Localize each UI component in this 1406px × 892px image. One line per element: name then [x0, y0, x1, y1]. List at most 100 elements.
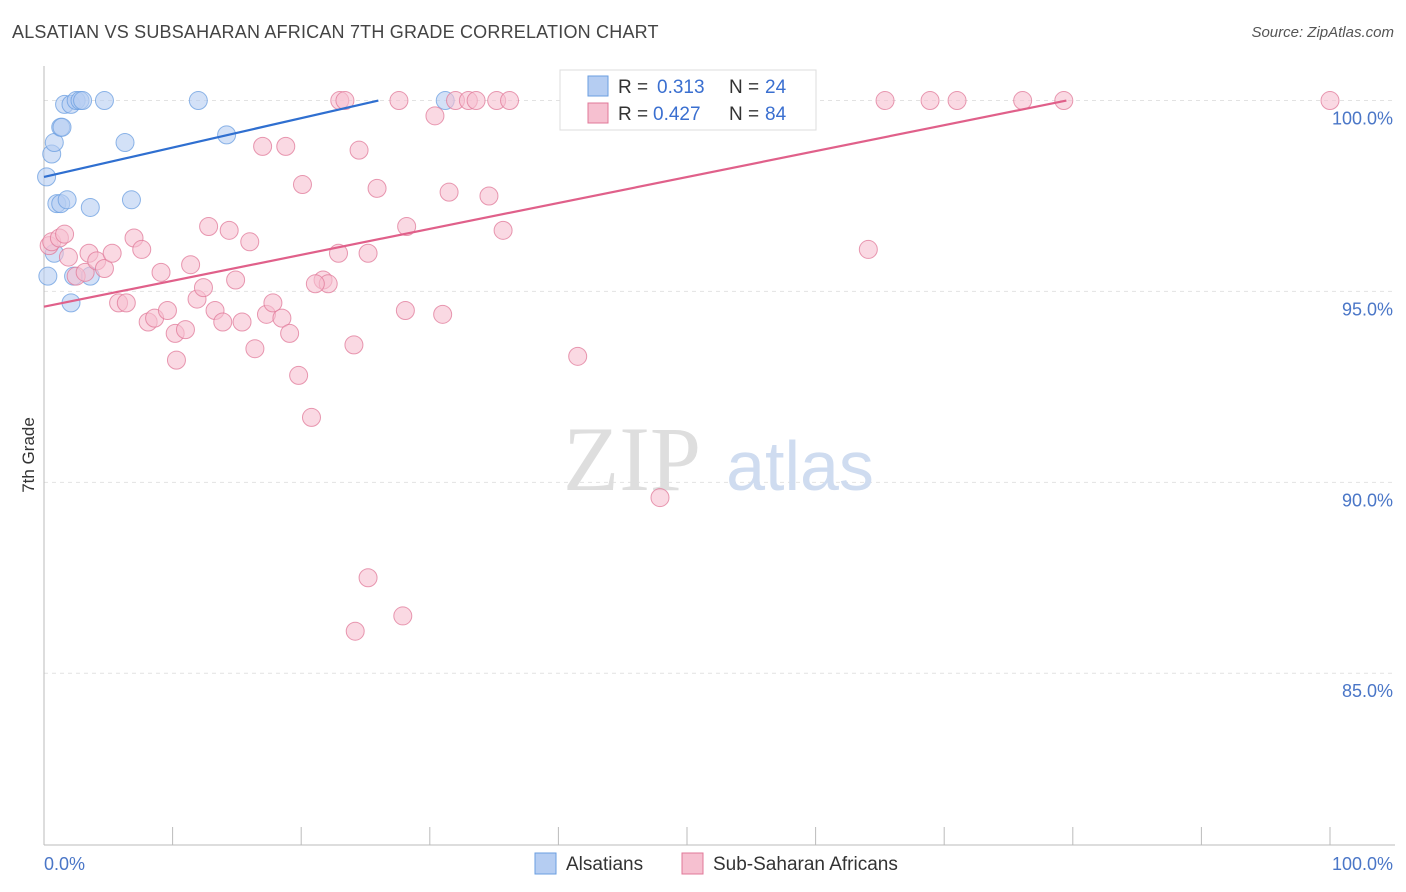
r-label-alsatians: R = — [618, 77, 648, 98]
point-1-9 — [94, 259, 114, 279]
point-1-31 — [240, 232, 260, 252]
point-1-53 — [395, 301, 415, 321]
point-1-51 — [389, 91, 409, 111]
point-1-74 — [1013, 91, 1033, 111]
point-1-38 — [280, 323, 300, 343]
n-label-subsaharan: N = — [729, 104, 759, 125]
point-1-27 — [213, 312, 233, 332]
watermark: ZIP atlas — [563, 408, 874, 510]
point-1-20 — [166, 350, 186, 370]
y-tick-label-2: 90.0% — [1342, 490, 1393, 510]
series-0-points — [37, 91, 455, 313]
point-1-29 — [226, 270, 246, 290]
x-tick-label-1: 100.0% — [1332, 854, 1393, 874]
point-0-10 — [94, 91, 114, 111]
point-1-54 — [425, 106, 445, 126]
watermark-atlas: atlas — [726, 427, 874, 505]
series-legend: Alsatians Sub-Saharan Africans — [534, 852, 898, 875]
y-tick-label-1: 95.0% — [1342, 299, 1393, 319]
legend-label-subsaharan: Sub-Saharan Africans — [713, 854, 898, 875]
y-tick-label-3: 85.0% — [1342, 681, 1393, 701]
x-tick-labels: 0.0% 100.0% — [44, 854, 1393, 874]
r-value-alsatians: 0.313 — [657, 77, 705, 98]
point-0-15 — [115, 133, 135, 153]
source-label: Source: ZipAtlas.com — [1251, 24, 1394, 41]
point-1-62 — [493, 220, 513, 240]
point-0-20 — [121, 190, 141, 210]
point-1-36 — [272, 308, 292, 328]
r-label-subsaharan: R = — [618, 104, 648, 125]
point-1-35 — [263, 293, 283, 313]
point-1-59 — [466, 91, 486, 111]
legend-label-alsatians: Alsatians — [566, 854, 643, 875]
point-1-73 — [947, 91, 967, 111]
stats-legend: R = 0.313 N = 24 R = 0.427 N = 84 — [559, 69, 817, 131]
point-0-18 — [57, 190, 77, 210]
point-1-41 — [301, 407, 321, 427]
y-tick-labels: 100.0% 95.0% 90.0% 85.0% — [1332, 109, 1393, 702]
point-1-81 — [345, 621, 365, 641]
point-0-19 — [80, 197, 100, 217]
point-1-32 — [245, 339, 265, 359]
y-axis-label: 7th Grade — [19, 417, 38, 493]
stats-legend-swatch-alsatians — [587, 75, 609, 97]
point-1-80 — [358, 568, 378, 588]
axes — [43, 66, 1395, 846]
point-1-24 — [193, 278, 213, 298]
point-1-79 — [650, 488, 670, 508]
stats-legend-swatch-subsaharan — [587, 102, 609, 124]
data-points — [37, 91, 1340, 641]
point-1-46 — [335, 91, 355, 111]
point-1-33 — [253, 136, 273, 156]
point-1-72 — [920, 91, 940, 111]
point-1-30 — [232, 312, 252, 332]
point-1-47 — [344, 335, 364, 355]
point-1-49 — [358, 243, 378, 263]
gridlines — [44, 100, 1395, 674]
n-label-alsatians: N = — [729, 77, 759, 98]
point-1-63 — [500, 91, 520, 111]
point-1-50 — [367, 178, 387, 198]
point-1-12 — [116, 293, 136, 313]
r-value-subsaharan: 0.427 — [653, 104, 701, 125]
point-1-21 — [175, 320, 195, 340]
y-tick-label-0: 100.0% — [1332, 109, 1393, 129]
point-1-55 — [433, 304, 453, 324]
point-1-18 — [157, 301, 177, 321]
legend-swatch-alsatians — [534, 852, 557, 875]
point-1-17 — [151, 262, 171, 282]
point-1-4 — [58, 247, 78, 267]
point-1-3 — [55, 224, 75, 244]
series-1-points — [39, 91, 1340, 641]
point-1-28 — [219, 220, 239, 240]
point-0-0 — [38, 266, 58, 286]
point-1-78 — [858, 239, 878, 259]
legend-swatch-subsaharan — [681, 852, 704, 875]
point-1-37 — [276, 136, 296, 156]
point-1-77 — [568, 346, 588, 366]
point-1-56 — [439, 182, 459, 202]
point-1-83 — [305, 274, 325, 294]
n-value-alsatians: 24 — [765, 77, 787, 98]
point-1-52 — [397, 217, 417, 237]
point-1-40 — [289, 365, 309, 385]
point-1-39 — [292, 175, 312, 195]
point-0-11 — [188, 91, 208, 111]
watermark-zip: ZIP — [563, 408, 701, 510]
point-1-71 — [875, 91, 895, 111]
point-1-22 — [181, 255, 201, 275]
point-1-6 — [75, 262, 95, 282]
point-1-48 — [349, 140, 369, 160]
trend-line-1 — [43, 99, 1067, 308]
n-value-subsaharan: 84 — [765, 104, 787, 125]
point-1-76 — [1320, 91, 1340, 111]
trend-lines — [43, 99, 1067, 308]
x-tick-label-0: 0.0% — [44, 854, 85, 874]
point-1-10 — [102, 243, 122, 263]
point-1-82 — [393, 606, 413, 626]
point-0-13 — [52, 117, 72, 137]
point-1-14 — [132, 239, 152, 259]
trend-line-0 — [43, 99, 379, 178]
point-1-25 — [199, 217, 219, 237]
